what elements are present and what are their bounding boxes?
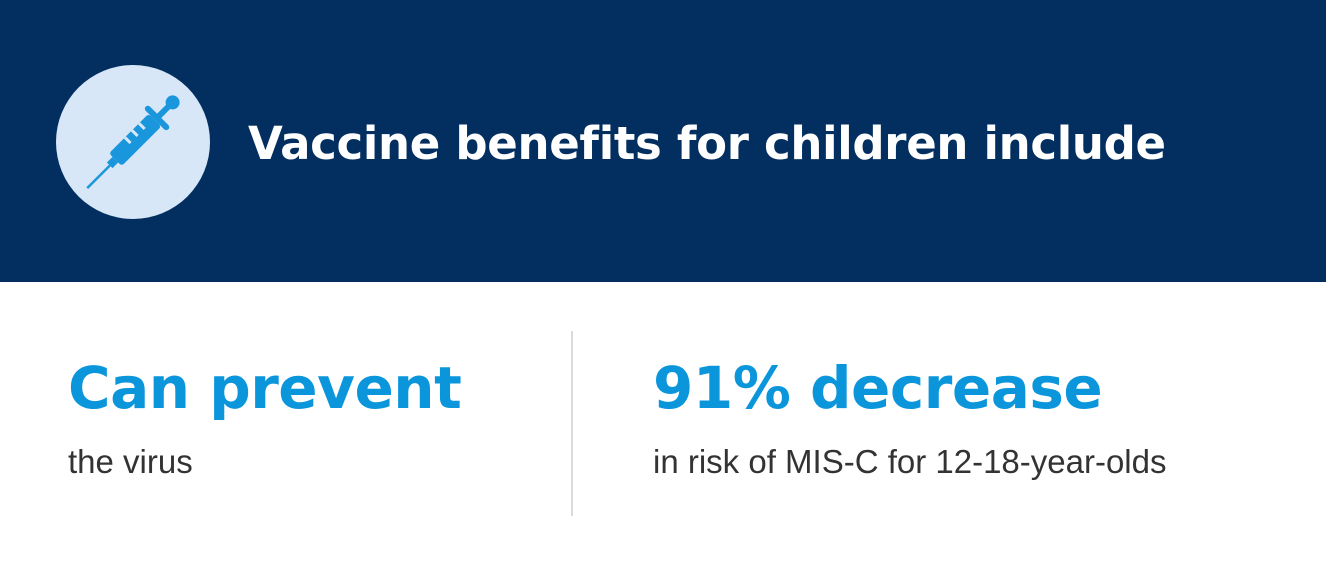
header-banner: Vaccine benefits for children include bbox=[0, 0, 1326, 282]
page-title: Vaccine benefits for children include bbox=[248, 117, 1166, 170]
stat-headline: 91% decrease bbox=[653, 354, 1103, 422]
stat-can-prevent: Can prevent the virus bbox=[68, 352, 462, 482]
syringe-icon bbox=[86, 95, 180, 190]
icon-circle bbox=[56, 65, 210, 219]
stat-caption: in risk of MIS-C for 12-18-year-olds bbox=[653, 443, 1167, 480]
stat-headline: Can prevent bbox=[68, 354, 462, 422]
stat-mis-c-decrease: 91% decrease in risk of MIS-C for 12-18-… bbox=[653, 352, 1166, 482]
stat-caption: the virus bbox=[68, 443, 193, 480]
vertical-divider bbox=[571, 331, 573, 516]
